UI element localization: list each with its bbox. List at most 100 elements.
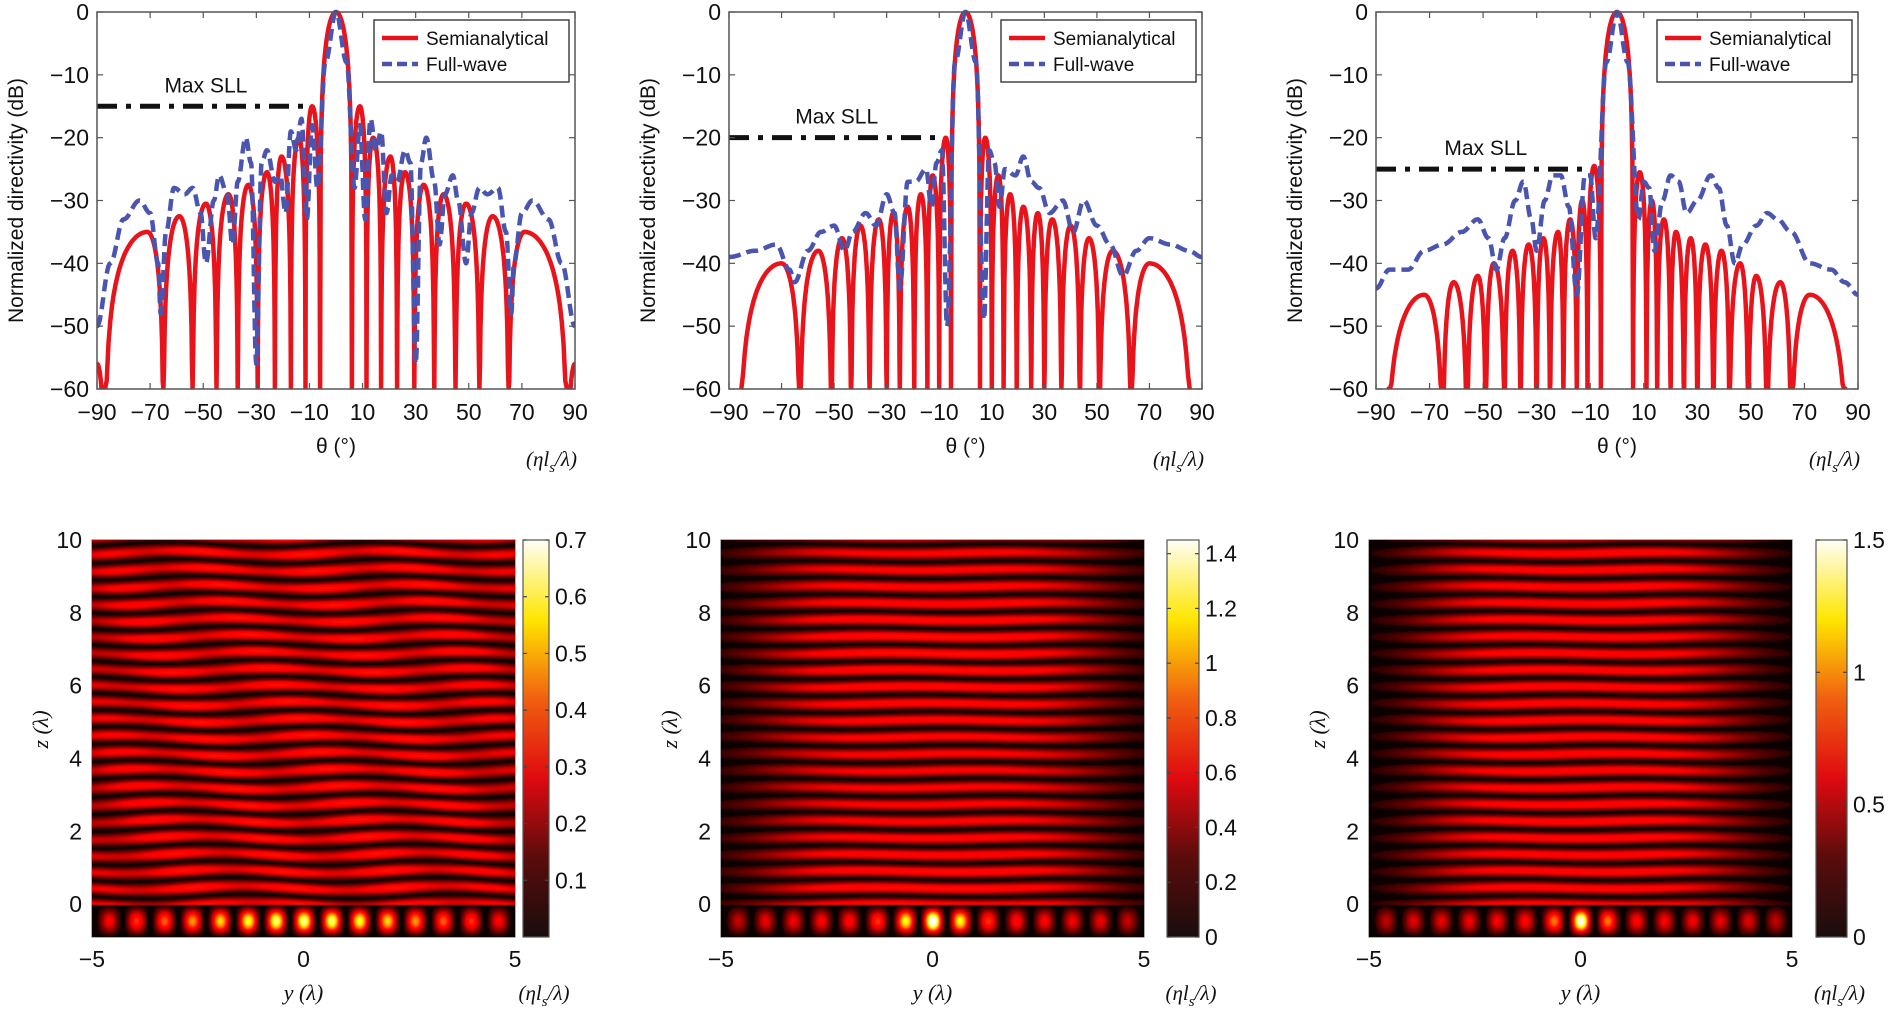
x-tick-label: −5 [79, 946, 105, 972]
x-axis-label: y (λ) [1559, 980, 1600, 1005]
legend: Semianalytical Full-wave [373, 19, 570, 83]
x-tick-label: −30 [237, 399, 276, 425]
colorbar-tick-label: 0.5 [1853, 792, 1885, 818]
colorbar-tick-label: 0.4 [1205, 814, 1237, 840]
y-tick-label: −50 [682, 313, 721, 339]
x-axis-label: θ (°) [1597, 435, 1637, 458]
y-tick-label: 4 [698, 746, 711, 772]
colorbar-tick-label: 0.2 [555, 811, 587, 837]
legend-label: Semianalytical [1709, 29, 1832, 50]
unit-label-subscript: s [1832, 460, 1838, 476]
y-tick-label: −40 [1329, 250, 1368, 276]
y-tick-label: 0 [1355, 0, 1368, 25]
unit-label-suffix: /λ) [1194, 981, 1217, 1005]
colorbar-tick-label: 0.3 [555, 754, 587, 780]
colorbar-tick-label: 1.4 [1205, 541, 1237, 567]
max-sll-label: Max SLL [164, 74, 247, 97]
y-axis-label: Normalized directivity (dB) [637, 78, 660, 323]
x-tick-label: 30 [403, 399, 429, 425]
x-tick-label: 90 [1845, 399, 1871, 425]
legend-label: Semianalytical [1053, 29, 1176, 50]
y-tick-label: −20 [682, 125, 721, 151]
unit-label-suffix: /λ) [554, 447, 577, 471]
y-tick-label: −10 [1329, 62, 1368, 88]
colorbar-tick-label: 0 [1853, 924, 1866, 950]
unit-label-subscript: s [1176, 460, 1182, 476]
unit-label: (ηls/λ) [1814, 981, 1865, 1010]
field-heatmap-2 [721, 540, 1144, 937]
field-heatmap-3 [1369, 540, 1792, 937]
y-tick-label: 2 [698, 818, 711, 844]
y-tick-label: 6 [69, 673, 82, 699]
legend-label: Semianalytical [426, 29, 549, 50]
colorbar-tick-label: 1.5 [1853, 527, 1885, 553]
colorbar-tick-label: 0.1 [555, 867, 587, 893]
y-tick-label: −50 [1329, 313, 1368, 339]
y-tick-label: −20 [1329, 125, 1368, 151]
x-tick-label: 70 [1792, 399, 1818, 425]
unit-label-prefix: (ηl [518, 981, 541, 1005]
colorbar-tick-label: 1 [1853, 659, 1866, 685]
y-axis-label: z (λ) [657, 710, 682, 749]
x-tick-label: 30 [1685, 399, 1711, 425]
legend-box [373, 19, 570, 83]
colorbar-tick-label: 0.5 [555, 640, 587, 666]
y-tick-label: 0 [1346, 891, 1359, 917]
max-sll-label: Max SLL [1444, 137, 1527, 160]
unit-label-suffix: /λ) [547, 981, 570, 1005]
x-tick-label: 50 [1738, 399, 1764, 425]
y-tick-label: 0 [698, 891, 711, 917]
y-tick-label: 6 [1346, 673, 1359, 699]
x-tick-label: −5 [1356, 946, 1382, 972]
x-tick-label: 0 [926, 946, 939, 972]
x-tick-label: −50 [1464, 399, 1503, 425]
x-tick-label: 10 [350, 399, 376, 425]
y-tick-label: 0 [708, 0, 721, 25]
y-axis-label: z (λ) [1305, 710, 1330, 749]
x-tick-label: 30 [1032, 399, 1058, 425]
y-axis-label: z (λ) [28, 710, 53, 749]
colorbar-tick-label: 0.6 [555, 584, 587, 610]
legend-label: Full-wave [1053, 55, 1134, 76]
y-tick-label: −40 [50, 250, 89, 276]
y-tick-label: −10 [50, 62, 89, 88]
y-axis-label: Normalized directivity (dB) [5, 78, 28, 323]
x-tick-label: −30 [867, 399, 906, 425]
y-tick-label: −10 [682, 62, 721, 88]
y-tick-label: 0 [69, 891, 82, 917]
x-tick-label: −90 [709, 399, 748, 425]
x-axis-label: θ (°) [946, 435, 986, 458]
x-tick-label: 10 [1631, 399, 1657, 425]
x-tick-label: 5 [509, 946, 522, 972]
unit-label-subscript: s [542, 994, 548, 1010]
unit-label-prefix: (ηl [1153, 447, 1176, 471]
colorbar: 0 0.2 0.4 0.6 0.8 1 1.2 1.4 [1166, 539, 1237, 950]
x-tick-label: −70 [762, 399, 801, 425]
y-tick-label: −30 [1329, 188, 1368, 214]
x-tick-label: 5 [1138, 946, 1151, 972]
x-tick-label: −70 [1410, 399, 1449, 425]
x-tick-label: 90 [1189, 399, 1215, 425]
max-sll-label: Max SLL [795, 106, 878, 129]
unit-label: (ηls/λ) [526, 447, 577, 476]
x-tick-label: 0 [1574, 946, 1587, 972]
x-tick-label: −10 [290, 399, 329, 425]
unit-label-subscript: s [1189, 994, 1195, 1010]
legend: Semianalytical Full-wave [1000, 19, 1197, 83]
x-tick-label: 50 [1084, 399, 1110, 425]
colorbar-gradient [522, 539, 550, 938]
unit-label: (ηls/λ) [1809, 447, 1860, 476]
x-tick-label: −90 [1356, 399, 1395, 425]
x-tick-label: 5 [1786, 946, 1799, 972]
colorbar-tick-label: 0 [1205, 924, 1218, 950]
y-tick-label: −30 [50, 188, 89, 214]
colorbar-tick-label: 0.4 [555, 697, 587, 723]
unit-label-suffix: /λ) [1181, 447, 1204, 471]
x-axis-label: y (λ) [282, 980, 323, 1005]
unit-label-subscript: s [549, 460, 555, 476]
unit-label-subscript: s [1837, 994, 1843, 1010]
x-tick-label: 0 [297, 946, 310, 972]
x-tick-label: −70 [131, 399, 170, 425]
y-tick-label: 2 [1346, 818, 1359, 844]
